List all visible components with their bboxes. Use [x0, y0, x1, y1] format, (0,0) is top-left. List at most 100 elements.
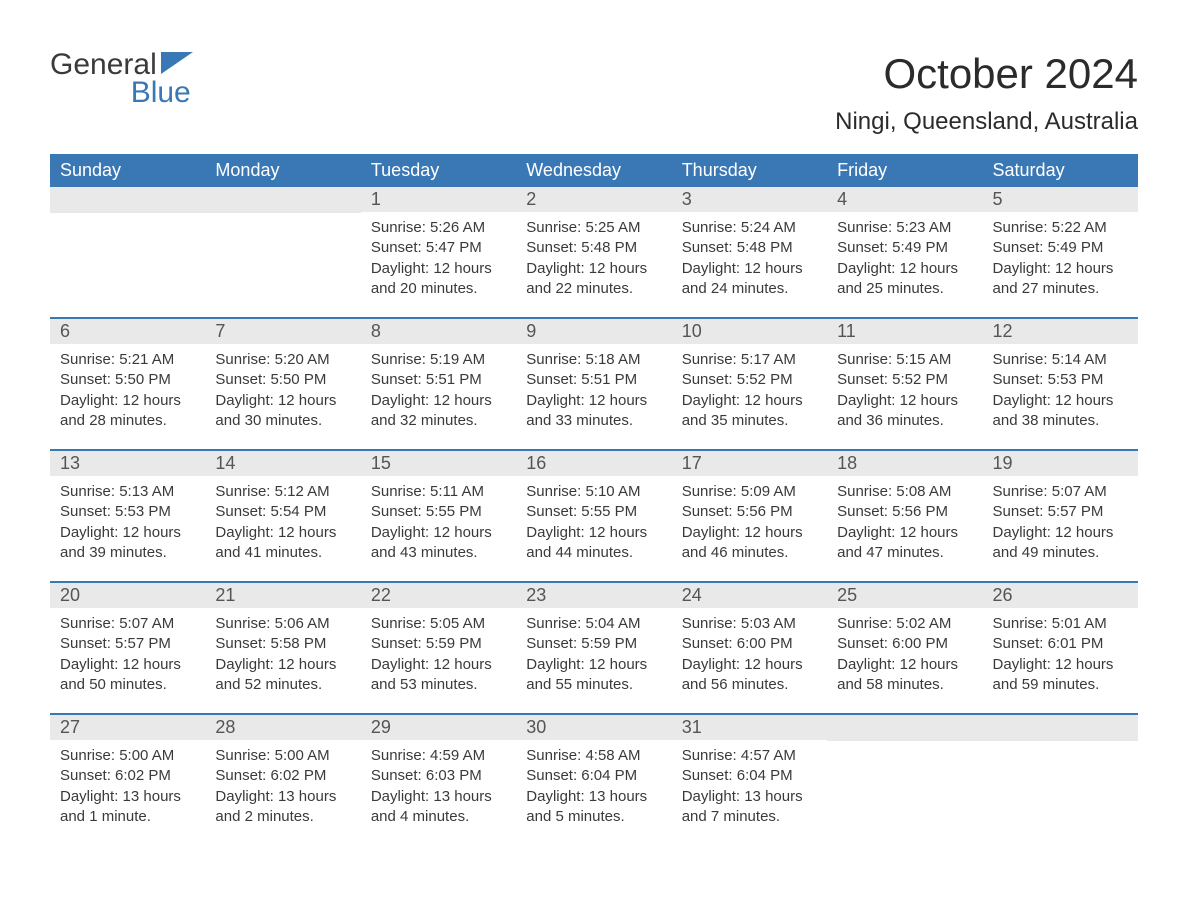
day-body: Sunrise: 5:07 AMSunset: 5:57 PMDaylight:…	[983, 476, 1138, 563]
sunset-text: Sunset: 6:00 PM	[682, 634, 817, 654]
day-body: Sunrise: 5:11 AMSunset: 5:55 PMDaylight:…	[361, 476, 516, 563]
sunrise-text: Sunrise: 5:08 AM	[837, 482, 972, 502]
sunrise-text: Sunrise: 5:00 AM	[215, 746, 350, 766]
day-body: Sunrise: 5:21 AMSunset: 5:50 PMDaylight:…	[50, 344, 205, 431]
sunset-text: Sunset: 5:57 PM	[993, 502, 1128, 522]
sunrise-text: Sunrise: 5:05 AM	[371, 614, 506, 634]
day-number	[827, 715, 982, 741]
sunset-text: Sunset: 5:50 PM	[215, 370, 350, 390]
sunrise-text: Sunrise: 4:57 AM	[682, 746, 817, 766]
day-number: 20	[50, 583, 205, 608]
week-row: 1Sunrise: 5:26 AMSunset: 5:47 PMDaylight…	[50, 187, 1138, 317]
day-cell: 23Sunrise: 5:04 AMSunset: 5:59 PMDayligh…	[516, 583, 671, 713]
day-cell: 11Sunrise: 5:15 AMSunset: 5:52 PMDayligh…	[827, 319, 982, 449]
dow-monday: Monday	[205, 154, 360, 187]
calendar: Sunday Monday Tuesday Wednesday Thursday…	[50, 154, 1138, 845]
sunset-text: Sunset: 5:48 PM	[682, 238, 817, 258]
daylight-text: Daylight: 12 hours and 47 minutes.	[837, 523, 972, 564]
day-number: 26	[983, 583, 1138, 608]
day-number: 19	[983, 451, 1138, 476]
sunrise-text: Sunrise: 5:12 AM	[215, 482, 350, 502]
day-body: Sunrise: 5:26 AMSunset: 5:47 PMDaylight:…	[361, 212, 516, 299]
sunrise-text: Sunrise: 5:00 AM	[60, 746, 195, 766]
sunset-text: Sunset: 5:59 PM	[371, 634, 506, 654]
day-body: Sunrise: 4:59 AMSunset: 6:03 PMDaylight:…	[361, 740, 516, 827]
flag-icon	[161, 52, 193, 74]
day-cell: 4Sunrise: 5:23 AMSunset: 5:49 PMDaylight…	[827, 187, 982, 317]
day-cell: 25Sunrise: 5:02 AMSunset: 6:00 PMDayligh…	[827, 583, 982, 713]
day-cell: 17Sunrise: 5:09 AMSunset: 5:56 PMDayligh…	[672, 451, 827, 581]
daylight-text: Daylight: 12 hours and 35 minutes.	[682, 391, 817, 432]
sunset-text: Sunset: 6:04 PM	[526, 766, 661, 786]
daylight-text: Daylight: 12 hours and 28 minutes.	[60, 391, 195, 432]
day-body: Sunrise: 5:08 AMSunset: 5:56 PMDaylight:…	[827, 476, 982, 563]
sunset-text: Sunset: 5:49 PM	[993, 238, 1128, 258]
day-body: Sunrise: 5:00 AMSunset: 6:02 PMDaylight:…	[50, 740, 205, 827]
day-cell: 26Sunrise: 5:01 AMSunset: 6:01 PMDayligh…	[983, 583, 1138, 713]
daylight-text: Daylight: 12 hours and 55 minutes.	[526, 655, 661, 696]
day-cell	[205, 187, 360, 317]
day-number: 3	[672, 187, 827, 212]
day-number: 9	[516, 319, 671, 344]
sunrise-text: Sunrise: 5:23 AM	[837, 218, 972, 238]
sunset-text: Sunset: 5:50 PM	[60, 370, 195, 390]
sunset-text: Sunset: 5:52 PM	[682, 370, 817, 390]
day-cell: 22Sunrise: 5:05 AMSunset: 5:59 PMDayligh…	[361, 583, 516, 713]
sunrise-text: Sunrise: 5:25 AM	[526, 218, 661, 238]
day-cell	[983, 715, 1138, 845]
day-cell: 2Sunrise: 5:25 AMSunset: 5:48 PMDaylight…	[516, 187, 671, 317]
daylight-text: Daylight: 12 hours and 32 minutes.	[371, 391, 506, 432]
sunrise-text: Sunrise: 4:58 AM	[526, 746, 661, 766]
day-number: 18	[827, 451, 982, 476]
days-of-week-header: Sunday Monday Tuesday Wednesday Thursday…	[50, 154, 1138, 187]
sunset-text: Sunset: 5:59 PM	[526, 634, 661, 654]
day-body: Sunrise: 5:25 AMSunset: 5:48 PMDaylight:…	[516, 212, 671, 299]
sunset-text: Sunset: 6:01 PM	[993, 634, 1128, 654]
day-body: Sunrise: 5:15 AMSunset: 5:52 PMDaylight:…	[827, 344, 982, 431]
sunset-text: Sunset: 5:48 PM	[526, 238, 661, 258]
day-number: 24	[672, 583, 827, 608]
daylight-text: Daylight: 12 hours and 50 minutes.	[60, 655, 195, 696]
sunrise-text: Sunrise: 5:04 AM	[526, 614, 661, 634]
day-body: Sunrise: 5:22 AMSunset: 5:49 PMDaylight:…	[983, 212, 1138, 299]
day-cell: 14Sunrise: 5:12 AMSunset: 5:54 PMDayligh…	[205, 451, 360, 581]
day-number: 2	[516, 187, 671, 212]
daylight-text: Daylight: 12 hours and 46 minutes.	[682, 523, 817, 564]
day-cell: 10Sunrise: 5:17 AMSunset: 5:52 PMDayligh…	[672, 319, 827, 449]
daylight-text: Daylight: 13 hours and 7 minutes.	[682, 787, 817, 828]
day-body: Sunrise: 5:00 AMSunset: 6:02 PMDaylight:…	[205, 740, 360, 827]
location-subtitle: Ningi, Queensland, Australia	[835, 108, 1138, 136]
sunrise-text: Sunrise: 5:24 AM	[682, 218, 817, 238]
sunrise-text: Sunrise: 5:22 AM	[993, 218, 1128, 238]
daylight-text: Daylight: 12 hours and 59 minutes.	[993, 655, 1128, 696]
sunset-text: Sunset: 5:54 PM	[215, 502, 350, 522]
sunrise-text: Sunrise: 5:15 AM	[837, 350, 972, 370]
day-number: 7	[205, 319, 360, 344]
day-cell: 6Sunrise: 5:21 AMSunset: 5:50 PMDaylight…	[50, 319, 205, 449]
title-block: October 2024 Ningi, Queensland, Australi…	[835, 50, 1138, 136]
day-cell: 27Sunrise: 5:00 AMSunset: 6:02 PMDayligh…	[50, 715, 205, 845]
sunrise-text: Sunrise: 4:59 AM	[371, 746, 506, 766]
day-body: Sunrise: 5:02 AMSunset: 6:00 PMDaylight:…	[827, 608, 982, 695]
day-body: Sunrise: 5:03 AMSunset: 6:00 PMDaylight:…	[672, 608, 827, 695]
day-cell: 29Sunrise: 4:59 AMSunset: 6:03 PMDayligh…	[361, 715, 516, 845]
sunrise-text: Sunrise: 5:03 AM	[682, 614, 817, 634]
week-row: 6Sunrise: 5:21 AMSunset: 5:50 PMDaylight…	[50, 317, 1138, 449]
day-cell: 15Sunrise: 5:11 AMSunset: 5:55 PMDayligh…	[361, 451, 516, 581]
sunset-text: Sunset: 5:57 PM	[60, 634, 195, 654]
day-body: Sunrise: 5:23 AMSunset: 5:49 PMDaylight:…	[827, 212, 982, 299]
day-number: 13	[50, 451, 205, 476]
sunset-text: Sunset: 5:52 PM	[837, 370, 972, 390]
dow-sunday: Sunday	[50, 154, 205, 187]
day-body: Sunrise: 5:17 AMSunset: 5:52 PMDaylight:…	[672, 344, 827, 431]
daylight-text: Daylight: 12 hours and 27 minutes.	[993, 259, 1128, 300]
sunrise-text: Sunrise: 5:09 AM	[682, 482, 817, 502]
day-cell: 13Sunrise: 5:13 AMSunset: 5:53 PMDayligh…	[50, 451, 205, 581]
day-cell: 31Sunrise: 4:57 AMSunset: 6:04 PMDayligh…	[672, 715, 827, 845]
sunset-text: Sunset: 6:03 PM	[371, 766, 506, 786]
day-body: Sunrise: 5:01 AMSunset: 6:01 PMDaylight:…	[983, 608, 1138, 695]
weeks-container: 1Sunrise: 5:26 AMSunset: 5:47 PMDaylight…	[50, 187, 1138, 845]
day-number: 16	[516, 451, 671, 476]
sunrise-text: Sunrise: 5:02 AM	[837, 614, 972, 634]
day-body: Sunrise: 5:05 AMSunset: 5:59 PMDaylight:…	[361, 608, 516, 695]
